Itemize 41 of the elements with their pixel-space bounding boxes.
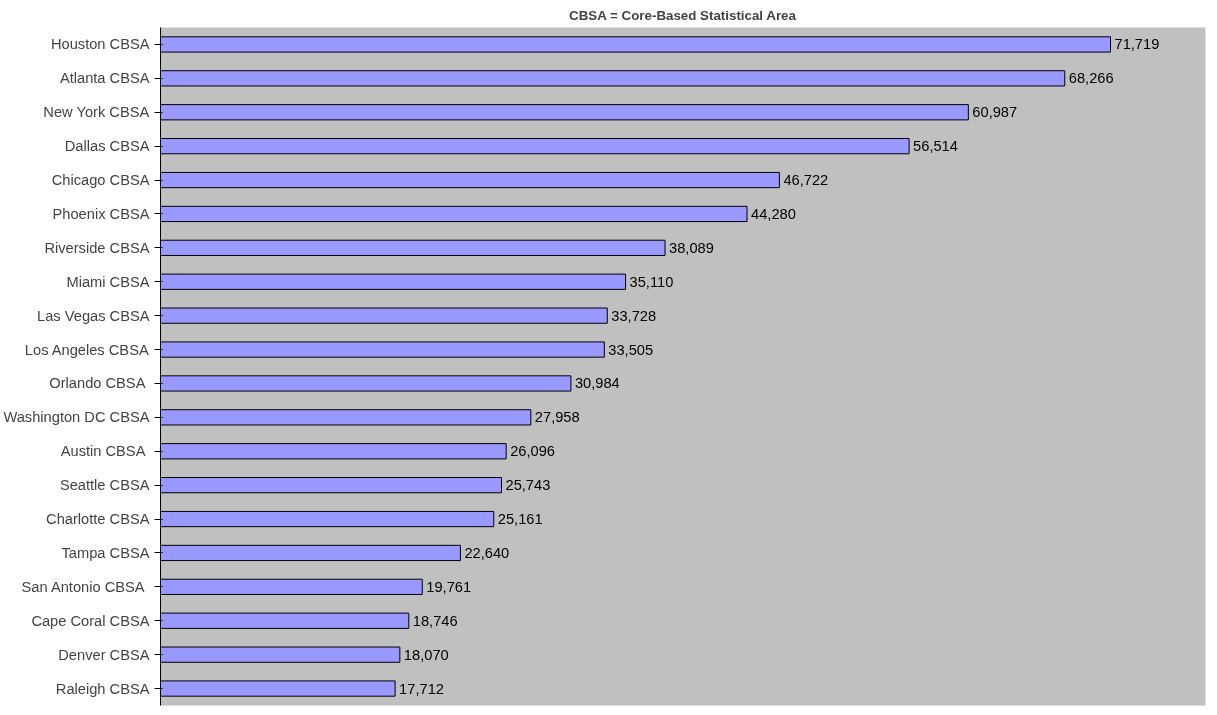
data-label: 68,266 [1068, 70, 1114, 87]
y-tick-label: Austin CBSA [60, 443, 146, 460]
data-label: 35,110 [629, 273, 674, 290]
data-label: 33,505 [608, 341, 654, 358]
data-label: 33,728 [611, 307, 657, 324]
data-label: 27,958 [534, 409, 580, 426]
y-tick-label: Las Vegas CBSA [37, 307, 150, 324]
data-label: 60,987 [972, 104, 1018, 121]
y-tick-label: Riverside CBSA [44, 239, 150, 256]
data-label: 19,761 [426, 578, 472, 595]
y-tick-label: San Antonio CBSA [21, 578, 145, 595]
data-label: 46,722 [783, 172, 829, 189]
data-label: 71,719 [1114, 36, 1160, 53]
data-label: 38,089 [669, 239, 714, 256]
y-tick-label: Denver CBSA [58, 646, 150, 663]
y-tick-label: Chicago CBSA [51, 172, 150, 189]
y-tick-label: Los Angeles CBSA [24, 341, 149, 358]
data-label: 56,514 [913, 138, 958, 155]
y-tick-label: Dallas CBSA [64, 138, 150, 155]
data-label: 30,984 [574, 375, 620, 392]
y-tick-label: New York CBSA [43, 104, 150, 121]
y-tick-label: Cape Coral CBSA [31, 612, 150, 629]
y-tick-label: Seattle CBSA [59, 477, 150, 494]
y-tick-label: Orlando CBSA [49, 375, 146, 392]
data-label: 26,096 [510, 443, 555, 460]
data-label: 18,070 [403, 646, 449, 663]
data-label: 25,161 [497, 511, 543, 528]
data-label: 22,640 [464, 544, 510, 561]
y-tick-label: Atlanta CBSA [59, 70, 150, 87]
data-label: 18,746 [412, 612, 458, 629]
y-tick-label: Phoenix CBSA [52, 205, 150, 222]
data-label: 25,743 [505, 477, 551, 494]
y-tick-label: Charlotte CBSA [46, 511, 150, 528]
y-tick-label: Washington DC CBSA [3, 409, 150, 426]
chart-title: CBSA = Core-Based Statistical Area [569, 7, 797, 23]
data-label: 17,712 [399, 680, 444, 697]
y-tick-label: Tampa CBSA [61, 544, 150, 561]
y-tick-label: Miami CBSA [66, 273, 150, 290]
y-tick-label: Houston CBSA [50, 36, 150, 53]
data-label: 44,280 [751, 205, 796, 222]
y-tick-label: Raleigh CBSA [55, 680, 150, 697]
